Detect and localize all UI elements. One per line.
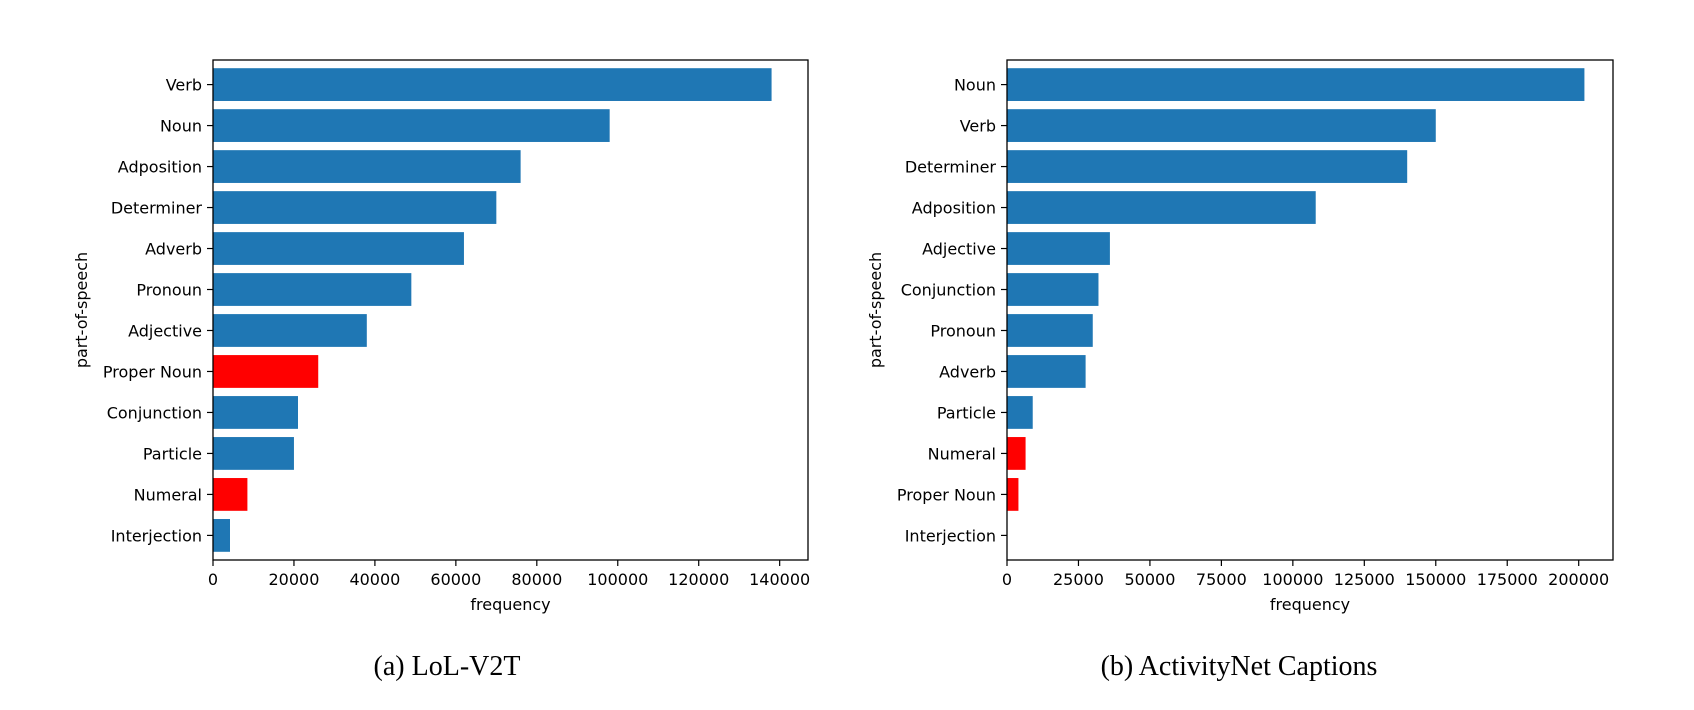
bar-verb (213, 68, 772, 101)
y-tick-label: Adposition (118, 158, 202, 177)
bar-conjunction (213, 396, 298, 429)
plot-frame (212, 59, 809, 561)
chart-lol-v2t: Verb Noun Adposition Determiner Adverb Pronou… (72, 59, 810, 682)
y-axis-label: part-of-speech (72, 252, 91, 368)
plot-frame (1006, 59, 1614, 561)
x-axis-label: frequency (470, 595, 550, 614)
x-tick-label: 140000 (749, 570, 810, 589)
bar-adverb (1007, 355, 1086, 388)
y-tick-label: Adposition (912, 199, 996, 218)
y-tick-label: Pronoun (136, 281, 202, 300)
x-tick-label: 0 (1002, 570, 1012, 589)
x-tick-label: 150000 (1405, 570, 1466, 589)
bar-noun (213, 109, 610, 142)
bar-particle (213, 437, 294, 470)
bar-noun (1007, 68, 1585, 101)
bar-determiner (1007, 150, 1408, 183)
y-tick-label: Noun (160, 117, 202, 136)
subfigure-caption: (b) ActivityNet Captions (1101, 651, 1378, 682)
x-tick-label: 0 (208, 570, 218, 589)
subfigure-caption: (a) LoL-V2T (374, 651, 521, 682)
x-tick-label: 25000 (1053, 570, 1104, 589)
x-tick-label: 200000 (1548, 570, 1609, 589)
y-tick-label: Numeral (928, 444, 996, 463)
y-tick-label: Pronoun (930, 321, 996, 340)
x-tick-label: 100000 (1262, 570, 1323, 589)
y-tick-label: Noun (954, 76, 996, 95)
bar-adverb (213, 232, 464, 265)
bar-adposition (1007, 191, 1316, 224)
x-axis-label: frequency (1270, 595, 1350, 614)
y-tick-label: Particle (937, 403, 996, 422)
bar-interjection (213, 519, 230, 552)
bar-numeral (213, 478, 248, 511)
x-tick-label: 100000 (587, 570, 648, 589)
y-tick-label: Adjective (922, 240, 996, 259)
y-tick-label: Numeral (134, 485, 202, 504)
y-tick-label: Determiner (905, 158, 997, 177)
bar-verb (1007, 109, 1436, 142)
bar-pronoun (213, 273, 412, 306)
bar-adjective (1007, 232, 1110, 265)
chart-activitynet-captions: Noun Verb Determiner Adposition Adjective Con… (866, 59, 1614, 682)
y-tick-label: Proper Noun (103, 362, 202, 381)
bar-adposition (213, 150, 521, 183)
y-tick-label: Interjection (905, 526, 996, 545)
y-tick-label: Determiner (111, 199, 203, 218)
bar-conjunction (1007, 273, 1099, 306)
y-tick-label: Conjunction (107, 403, 202, 422)
y-tick-label: Adverb (145, 240, 202, 259)
bar-determiner (213, 191, 497, 224)
x-tick-label: 40000 (349, 570, 400, 589)
bar-adjective (213, 314, 367, 347)
y-tick-label: Particle (143, 444, 202, 463)
y-tick-label: Verb (166, 76, 202, 95)
bar-particle (1007, 396, 1033, 429)
y-tick-label: Conjunction (901, 281, 996, 300)
y-tick-label: Adjective (128, 321, 202, 340)
y-tick-label: Proper Noun (897, 485, 996, 504)
bar-proper-noun (1007, 478, 1019, 511)
x-tick-label: 20000 (268, 570, 319, 589)
x-tick-label: 120000 (668, 570, 729, 589)
bar-proper-noun (213, 355, 319, 388)
bar-numeral (1007, 437, 1026, 470)
x-tick-label: 50000 (1124, 570, 1175, 589)
x-tick-label: 75000 (1196, 570, 1247, 589)
x-tick-label: 60000 (430, 570, 481, 589)
y-axis-label: part-of-speech (866, 252, 885, 368)
x-tick-label: 125000 (1334, 570, 1395, 589)
x-tick-label: 175000 (1477, 570, 1538, 589)
y-tick-label: Interjection (111, 526, 202, 545)
bar-pronoun (1007, 314, 1093, 347)
x-tick-label: 80000 (511, 570, 562, 589)
y-tick-label: Verb (960, 117, 996, 136)
y-tick-label: Adverb (939, 362, 996, 381)
